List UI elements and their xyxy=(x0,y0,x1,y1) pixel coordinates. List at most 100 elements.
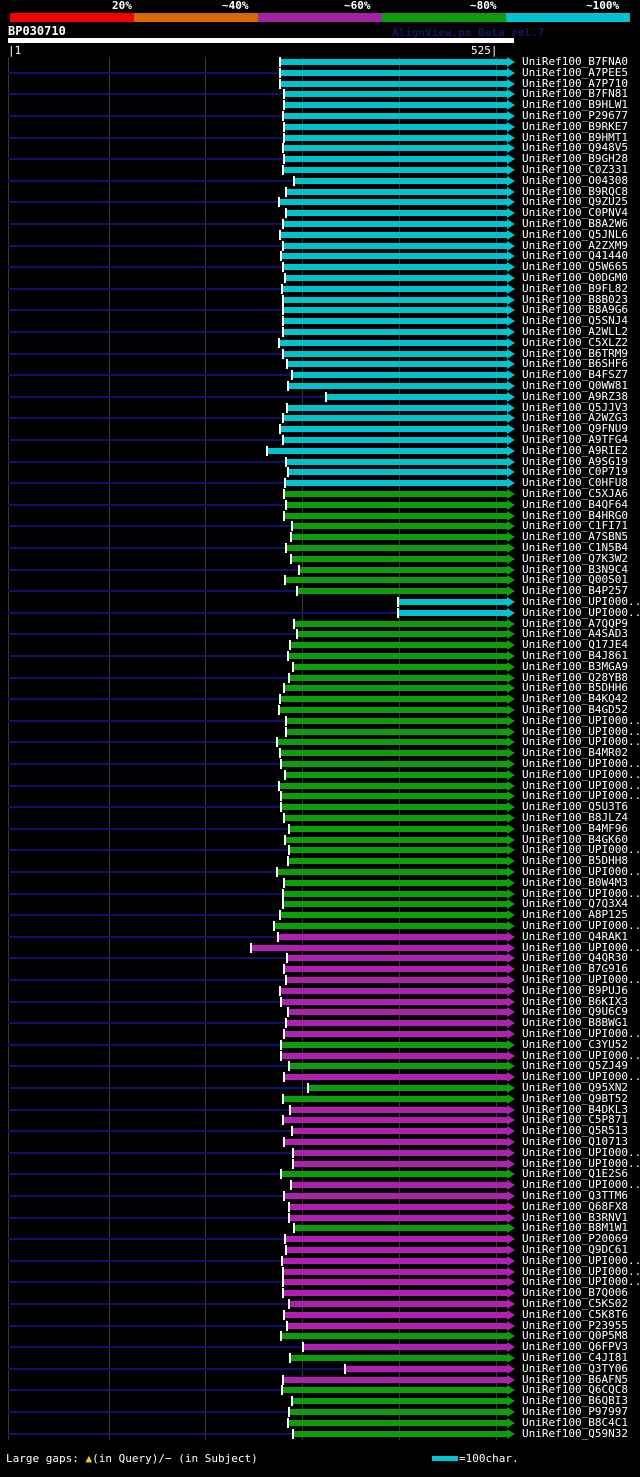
alignment-row[interactable]: UniRef100_B9RQC8 xyxy=(0,185,640,197)
hit-label[interactable]: UniRef100_UPI000.. xyxy=(522,767,640,781)
hit-label[interactable]: UniRef100_B9RKE7 xyxy=(522,119,628,133)
hsp-bar[interactable] xyxy=(283,329,507,335)
hit-label[interactable]: UniRef100_B7Q006 xyxy=(522,1286,628,1300)
alignment-row[interactable]: UniRef100_B9HMT1 xyxy=(0,130,640,144)
hit-label[interactable]: UniRef100_B4MF96 xyxy=(522,821,628,835)
hit-label[interactable]: UniRef100_Q41440 xyxy=(522,249,628,263)
hit-label[interactable]: UniRef100_C5K8T6 xyxy=(522,1307,628,1321)
hit-label[interactable]: UniRef100_UPI000.. xyxy=(522,843,640,857)
hsp-bar[interactable] xyxy=(279,707,507,713)
hit-label[interactable]: UniRef100_UPI000.. xyxy=(522,778,640,792)
alignment-row[interactable]: UniRef100_A8P125 xyxy=(0,909,640,921)
hsp-bar[interactable] xyxy=(288,1419,507,1426)
alignment-row[interactable]: UniRef100_Q5W665 xyxy=(0,261,640,273)
hsp-bar[interactable] xyxy=(286,1247,507,1253)
alignment-row[interactable]: UniRef100_UPI000.. xyxy=(0,1156,640,1170)
hit-label[interactable]: UniRef100_C3YU52 xyxy=(522,1037,628,1051)
hit-label[interactable]: UniRef100_Q3TTM6 xyxy=(522,1189,628,1202)
alignment-row[interactable]: UniRef100_B8C4C1 xyxy=(0,1415,640,1429)
alignment-row[interactable]: UniRef100_UPI000.. xyxy=(0,778,640,792)
hit-label[interactable]: UniRef100_A9RIE2 xyxy=(522,443,628,457)
hsp-bar[interactable] xyxy=(292,1149,507,1156)
hsp-bar[interactable] xyxy=(398,609,507,616)
alignment-row[interactable]: UniRef100_C1N5B4 xyxy=(0,542,640,554)
hit-label[interactable]: UniRef100_Q6FPV3 xyxy=(522,1340,628,1354)
alignment-row[interactable]: UniRef100_A7QQP9 xyxy=(0,616,640,630)
alignment-row[interactable]: UniRef100_B7G916 xyxy=(0,963,640,975)
hit-label[interactable]: UniRef100_B6TRM9 xyxy=(522,346,628,360)
hit-label[interactable]: UniRef100_UPI000.. xyxy=(522,1275,640,1289)
alignment-row[interactable]: UniRef100_C5KS02 xyxy=(0,1298,640,1310)
alignment-row[interactable]: UniRef100_A7SBN5 xyxy=(0,531,640,543)
hsp-bar[interactable] xyxy=(281,1041,507,1048)
alignment-row[interactable]: UniRef100_Q0WW81 xyxy=(0,380,640,392)
hsp-bar[interactable] xyxy=(288,653,507,659)
alignment-row[interactable]: UniRef100_P97997 xyxy=(0,1405,640,1418)
alignment-row[interactable]: UniRef100_Q0DGM0 xyxy=(0,272,640,284)
hsp-bar[interactable] xyxy=(284,879,507,886)
hsp-bar[interactable] xyxy=(288,1009,507,1016)
hsp-bar[interactable] xyxy=(303,1344,507,1351)
hit-label[interactable]: UniRef100_A7QQP9 xyxy=(522,616,628,630)
hsp-bar[interactable] xyxy=(277,739,507,746)
hsp-bar[interactable] xyxy=(283,1095,507,1102)
alignment-row[interactable]: UniRef100_Q5JNL6 xyxy=(0,228,640,240)
hit-label[interactable]: UniRef100_C0Z331 xyxy=(522,163,628,176)
hit-label[interactable]: UniRef100_UPI000.. xyxy=(522,595,640,608)
hit-label[interactable]: UniRef100_A9RZ38 xyxy=(522,389,628,403)
hit-label[interactable]: UniRef100_Q17JE4 xyxy=(522,638,628,652)
alignment-row[interactable]: UniRef100_P23955 xyxy=(0,1319,640,1331)
hit-label[interactable]: UniRef100_Q68FX8 xyxy=(522,1199,628,1213)
alignment-row[interactable]: UniRef100_C4JI81 xyxy=(0,1351,640,1364)
hsp-bar[interactable] xyxy=(280,80,507,87)
alignment-row[interactable]: UniRef100_Q4QR30 xyxy=(0,952,640,964)
hit-label[interactable]: UniRef100_UPI000.. xyxy=(522,1048,640,1062)
hit-label[interactable]: UniRef100_B8A2W6 xyxy=(522,217,628,230)
hit-label[interactable]: UniRef100_B9HMT1 xyxy=(522,130,628,144)
alignment-row[interactable]: UniRef100_B3RNV1 xyxy=(0,1211,640,1223)
hit-label[interactable]: UniRef100_UPI000.. xyxy=(522,865,640,878)
hit-label[interactable]: UniRef100_UPI000.. xyxy=(522,1156,640,1170)
alignment-row[interactable]: UniRef100_B6AFN5 xyxy=(0,1373,640,1385)
alignment-row[interactable]: UniRef100_UPI000.. xyxy=(0,1048,640,1062)
hsp-bar[interactable] xyxy=(290,534,507,541)
hit-label[interactable]: UniRef100_Q10713 xyxy=(522,1135,628,1148)
hsp-bar[interactable] xyxy=(251,944,507,951)
alignment-row[interactable]: UniRef100_A9RIE2 xyxy=(0,443,640,457)
alignment-row[interactable]: UniRef100_B6SHF6 xyxy=(0,358,640,370)
hsp-bar[interactable] xyxy=(287,1322,507,1329)
hit-label[interactable]: UniRef100_Q5SNJ4 xyxy=(522,314,628,328)
alignment-row[interactable]: UniRef100_B8B023 xyxy=(0,293,640,305)
hsp-bar[interactable] xyxy=(283,1268,507,1275)
hsp-bar[interactable] xyxy=(283,890,507,897)
hit-label[interactable]: UniRef100_B8C4C1 xyxy=(522,1415,628,1429)
alignment-row[interactable]: UniRef100_UPI000.. xyxy=(0,1275,640,1289)
alignment-row[interactable]: UniRef100_Q3TY06 xyxy=(0,1362,640,1374)
hsp-bar[interactable] xyxy=(280,912,507,919)
alignment-row[interactable]: UniRef100_A4SAD3 xyxy=(0,628,640,640)
hit-label[interactable]: UniRef100_Q7K3W2 xyxy=(522,551,628,565)
hit-label[interactable]: UniRef100_B4J861 xyxy=(522,649,628,662)
hit-label[interactable]: UniRef100_C4JI81 xyxy=(522,1351,628,1364)
hsp-bar[interactable] xyxy=(287,955,507,962)
hit-label[interactable]: UniRef100_UPI000.. xyxy=(522,1027,640,1040)
alignment-row[interactable]: UniRef100_B9GH28 xyxy=(0,153,640,165)
hit-label[interactable]: UniRef100_B4GK60 xyxy=(522,832,628,846)
hsp-bar[interactable] xyxy=(289,1214,507,1221)
hsp-bar[interactable] xyxy=(280,750,507,757)
hit-label[interactable]: UniRef100_P97997 xyxy=(522,1405,628,1418)
alignment-row[interactable]: UniRef100_Q1E2S6 xyxy=(0,1168,640,1180)
hsp-bar[interactable] xyxy=(284,1193,507,1199)
hsp-bar[interactable] xyxy=(293,1225,507,1232)
alignment-row[interactable]: UniRef100_B6TRM9 xyxy=(0,346,640,360)
hsp-bar[interactable] xyxy=(289,1409,507,1415)
alignment-row[interactable]: UniRef100_B7FNA0 xyxy=(0,57,640,68)
hit-label[interactable]: UniRef100_Q5R513 xyxy=(522,1124,628,1138)
hsp-bar[interactable] xyxy=(284,1074,507,1081)
alignment-row[interactable]: UniRef100_A9TFG4 xyxy=(0,434,640,446)
hit-label[interactable]: UniRef100_B4GD52 xyxy=(522,703,628,716)
alignment-row[interactable]: UniRef100_UPI000.. xyxy=(0,1179,640,1191)
hsp-bar[interactable] xyxy=(279,782,507,789)
hsp-bar[interactable] xyxy=(283,296,507,303)
alignment-row[interactable]: UniRef100_B8A9G6 xyxy=(0,304,640,316)
